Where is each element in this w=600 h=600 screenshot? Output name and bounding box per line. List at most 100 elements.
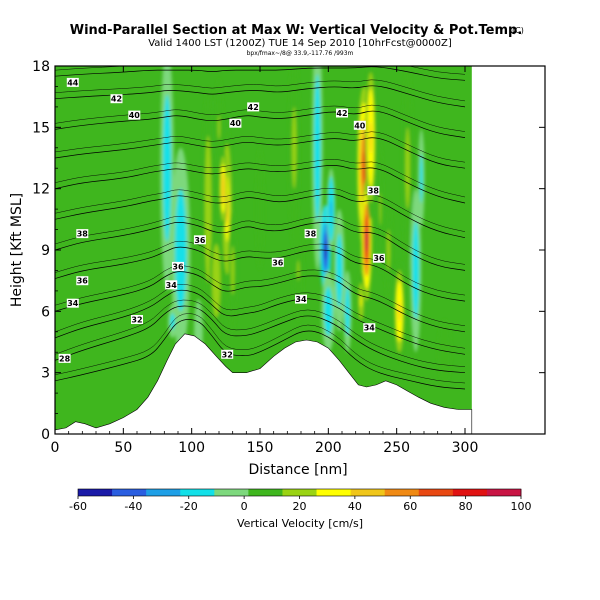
contour-label: 38: [304, 229, 317, 239]
terrain: [55, 333, 473, 434]
contour-label-text: 36: [272, 258, 284, 267]
contour-label: 36: [193, 235, 206, 245]
contour-label: 36: [271, 257, 284, 267]
velocity-cell-ring: [365, 227, 368, 253]
colorbar-label: Vertical Velocity [cm/s]: [237, 517, 363, 530]
contour-label-text: 40: [230, 119, 242, 128]
velocity-cell: [377, 143, 384, 275]
velocity-cell: [292, 219, 304, 322]
velocity-cell-ring: [379, 192, 382, 226]
contour-label-bg: [363, 323, 376, 333]
chart-title: Wind-Parallel Section at Max W: Vertical…: [70, 23, 523, 38]
velocity-cell: [214, 78, 224, 177]
contour-label-text: 40: [354, 121, 366, 130]
contour-label-text: 44: [67, 78, 79, 87]
velocity-cell-ring: [197, 323, 200, 340]
velocity-cell: [333, 209, 345, 332]
colorbar-swatch: [112, 489, 147, 496]
isentrope-minor-30: [55, 299, 466, 367]
velocity-cell-ring: [360, 295, 362, 308]
x-tick-label: 50: [114, 440, 132, 456]
y-tick-label: 6: [41, 304, 50, 320]
contour-label-bg: [367, 186, 380, 196]
colorbar-tick-label: -40: [124, 500, 142, 513]
contour-label-text: 32: [222, 350, 233, 359]
contour-label-bg: [372, 253, 385, 263]
colorbar-tick-label: 100: [511, 500, 532, 513]
colorbar: -60 -40 -20 0 20 40 60 80 100: [69, 488, 532, 513]
velocity-cell: [321, 270, 336, 353]
velocity-cell-ring: [217, 115, 221, 140]
contour-labels: 44 42 40 42 40 42 40 38 38 36 38 36 36 36 36 34 34 34 32 34…: [58, 77, 385, 363]
velocity-cell: [219, 147, 228, 230]
y-tick-label: 15: [32, 120, 50, 136]
x-tick-label: 300: [452, 440, 479, 456]
contour-label: 32: [221, 349, 234, 359]
contour-label-bg: [165, 280, 178, 290]
y-axis-label: Height [Kft MSL]: [9, 193, 25, 307]
isentrope-minor-38: [55, 216, 466, 265]
contour-label-bg: [193, 235, 206, 245]
colorbar-swatch: [350, 489, 386, 496]
contour-label: 34: [295, 294, 307, 304]
velocity-cell-ring: [346, 303, 349, 320]
isentrope-minor-28: [55, 313, 466, 384]
contour-label: 36: [76, 276, 89, 286]
colorbar-tick-label: -60: [69, 500, 87, 513]
contour-label: 32: [131, 315, 143, 325]
contour-label-bg: [76, 229, 89, 239]
contour-label-text: 42: [248, 103, 259, 112]
isentrope-minor-48: [55, 79, 466, 102]
contour-label-text: 42: [336, 109, 347, 118]
velocity-cell: [327, 168, 336, 251]
isentrope-46: [55, 110, 466, 138]
contour-label: 42: [247, 102, 260, 112]
contour-label-bg: [247, 102, 260, 112]
chart-title-mark: (C): [512, 26, 524, 35]
contour-label-bg: [304, 229, 317, 239]
colorbar-swatch: [384, 489, 420, 496]
velocity-cell-ring: [293, 127, 296, 169]
y-tick-label: 0: [41, 427, 50, 443]
velocity-cell-ring: [178, 229, 183, 271]
x-axis: 0 50 100 150 200 250 300: [51, 66, 479, 456]
colorbar-swatch: [78, 489, 113, 496]
colorbar-tick-label: 80: [459, 500, 473, 513]
velocity-cell-ring: [442, 344, 447, 361]
isentrope-minor-34: [55, 265, 466, 327]
contour-label-text: 34: [364, 324, 376, 333]
contour-label-text: 34: [67, 299, 79, 308]
contour-label-bg: [66, 77, 79, 87]
contour-label: 34: [165, 280, 178, 290]
velocity-cell-ring: [231, 258, 234, 283]
velocity-cell-ring: [165, 143, 169, 193]
contour-label: 40: [353, 120, 366, 130]
isentrope-lines: [55, 66, 466, 390]
contour-label: 42: [110, 94, 123, 104]
colorbar-swatch: [146, 489, 181, 496]
y-tick-label: 9: [41, 243, 50, 259]
colorbar-swatch: [180, 489, 215, 496]
velocity-cell-ring: [297, 260, 300, 281]
velocity-cell: [160, 66, 174, 291]
x-tick-label: 150: [247, 440, 274, 456]
contour-label-text: 36: [373, 254, 385, 263]
contour-label-bg: [128, 110, 141, 120]
velocity-cell-ring: [414, 254, 417, 287]
isentrope-minor-40: [55, 188, 466, 232]
contour-label: 28: [58, 353, 71, 363]
contour-label: 34: [66, 298, 79, 308]
isentrope-28: [55, 319, 466, 390]
y-tick-label: 3: [41, 366, 50, 382]
y-tick-label: 12: [32, 182, 50, 198]
chart-subtitle-small: bpx/fmax~/8@ 33.9,-117.76 /993m: [247, 50, 354, 57]
velocity-cell: [228, 209, 237, 332]
contour-label-bg: [271, 257, 284, 267]
contour-label: 42: [336, 108, 348, 118]
contour-label-text: 38: [368, 187, 380, 196]
contour-label-text: 40: [129, 111, 141, 120]
velocity-cell-ring: [406, 147, 409, 189]
contour-label-bg: [336, 108, 348, 118]
isentrope-minor-36: [55, 240, 466, 296]
